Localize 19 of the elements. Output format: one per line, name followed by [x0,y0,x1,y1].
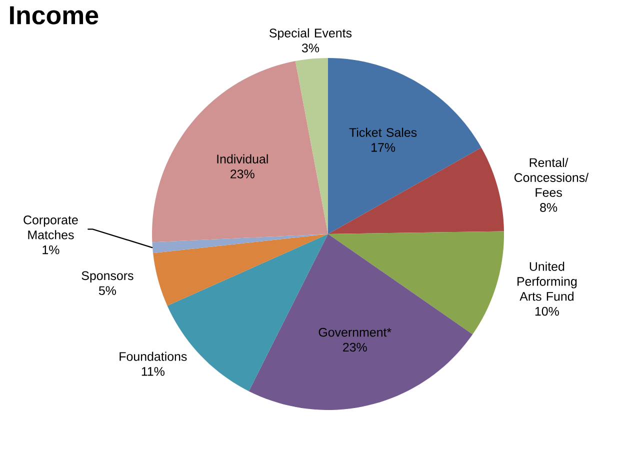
chart-title: Income [10,6,98,24]
data-label: 1% [42,245,60,254]
slice-label: Special Events [270,28,352,40]
data-label: 8% [540,203,558,212]
data-label: 3% [302,44,320,52]
data-label: 10% [535,306,559,316]
slice-label: Government* [318,328,392,337]
data-label: 23% [230,170,254,178]
data-label: 5% [98,286,116,296]
slice-label: United Performing Arts Fund [518,262,577,301]
data-label: 17% [372,143,396,152]
data-label: 11% [142,367,164,376]
slice-label: Individual [217,154,268,164]
slice-label: Sponsors [82,271,134,283]
slice-label: Foundations [120,352,187,361]
slice-label: Rental/ Concessions/ Fees [514,158,589,197]
data-label: 23% [343,342,367,352]
slice-label: Ticket Sales [349,128,417,137]
slice-label: Corporate Matches [24,216,78,240]
